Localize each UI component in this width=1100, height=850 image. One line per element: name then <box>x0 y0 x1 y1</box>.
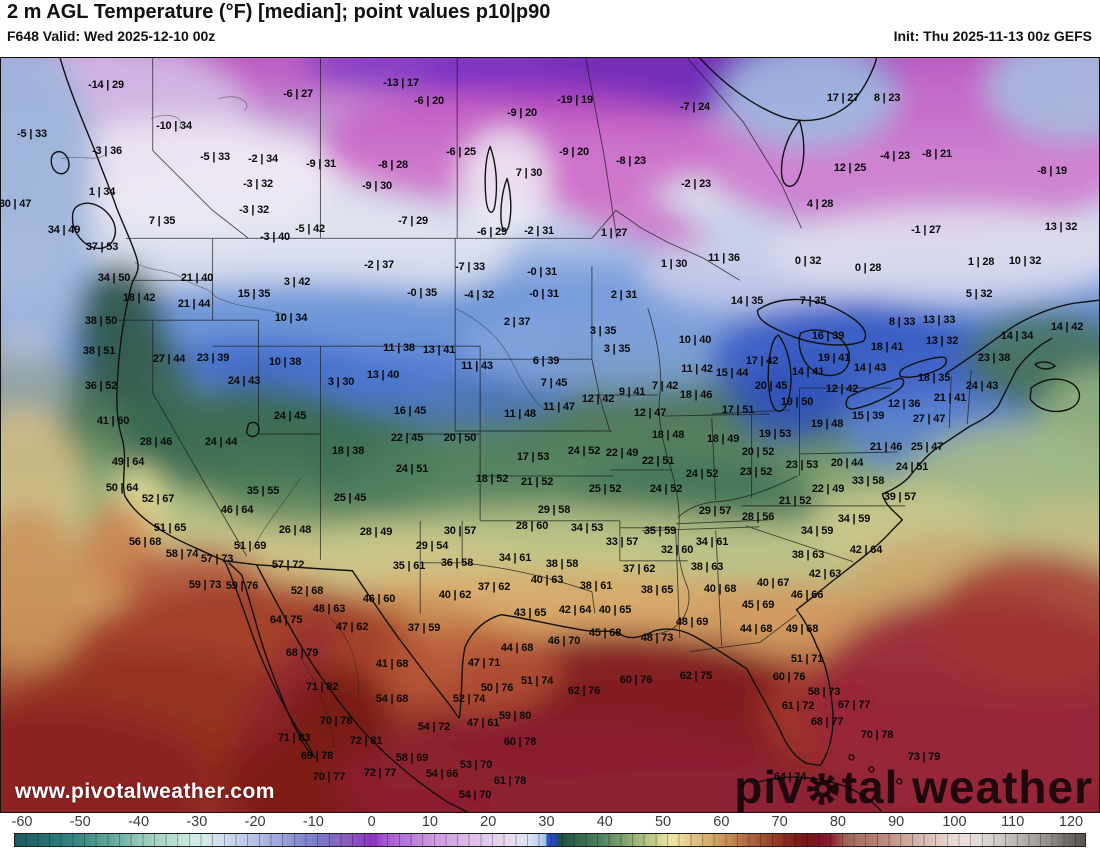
init-time-label: Init: Thu 2025-11-13 00z GEFS <box>893 28 1092 44</box>
colorbar-tick-label: 120 <box>1058 814 1084 830</box>
colorbar-tick-label: 90 <box>888 814 905 830</box>
colorbar-tick-label: 40 <box>596 814 613 830</box>
colorbar-tick-label: 10 <box>421 814 439 830</box>
page-title: 2 m AGL Temperature (°F) [median]; point… <box>7 1 551 23</box>
colorbar-tick-label: 110 <box>1001 814 1025 830</box>
colorbar-tick-label: -30 <box>186 814 208 830</box>
colorbar-tick-label: 80 <box>829 814 846 830</box>
colorbar-tick-label: 50 <box>654 814 672 830</box>
rivers <box>60 96 546 748</box>
logo-text-post: tal weather <box>841 761 1093 813</box>
temperature-shading <box>1 58 1099 812</box>
temperature-colorbar: -60 -50 -40 -30 -20 -10 0 10 20 30 40 50 60 70 80 90 100… <box>0 813 1100 850</box>
temperature-field-map <box>1 58 1099 812</box>
map-canvas: -14 | 29 -6 | 27 -5 | 33 -10 | 34 -3 | 36 -5 … <box>0 57 1100 813</box>
colorbar-tick-label: -10 <box>302 814 324 830</box>
colorbar-tick-label: -40 <box>128 814 150 830</box>
logo-text-pre: piv <box>734 761 804 813</box>
colorbar-gradient <box>14 833 1086 847</box>
pivotal-weather-logo: piv tal weather <box>734 764 1093 810</box>
colorbar-tick-label: 30 <box>538 814 555 830</box>
colorbar-tick-label: 60 <box>713 814 730 830</box>
colorbar-tick-label: 100 <box>942 814 967 830</box>
colorbar-tick-label: 20 <box>480 814 497 830</box>
watermark-url: www.pivotalweather.com <box>15 780 275 803</box>
colorbar-tick-label: -50 <box>69 814 91 830</box>
coastline <box>50 58 1099 812</box>
colorbar-tick-label: 0 <box>367 814 376 830</box>
valid-time-label: F648 Valid: Wed 2025-12-10 00z <box>7 28 216 44</box>
colorbar-tick-label: -60 <box>11 814 33 830</box>
state-borders <box>117 58 972 653</box>
colorbar-tick-label: 70 <box>771 814 788 830</box>
colorbar-tick-label: -20 <box>244 814 266 830</box>
gear-icon <box>805 771 841 807</box>
